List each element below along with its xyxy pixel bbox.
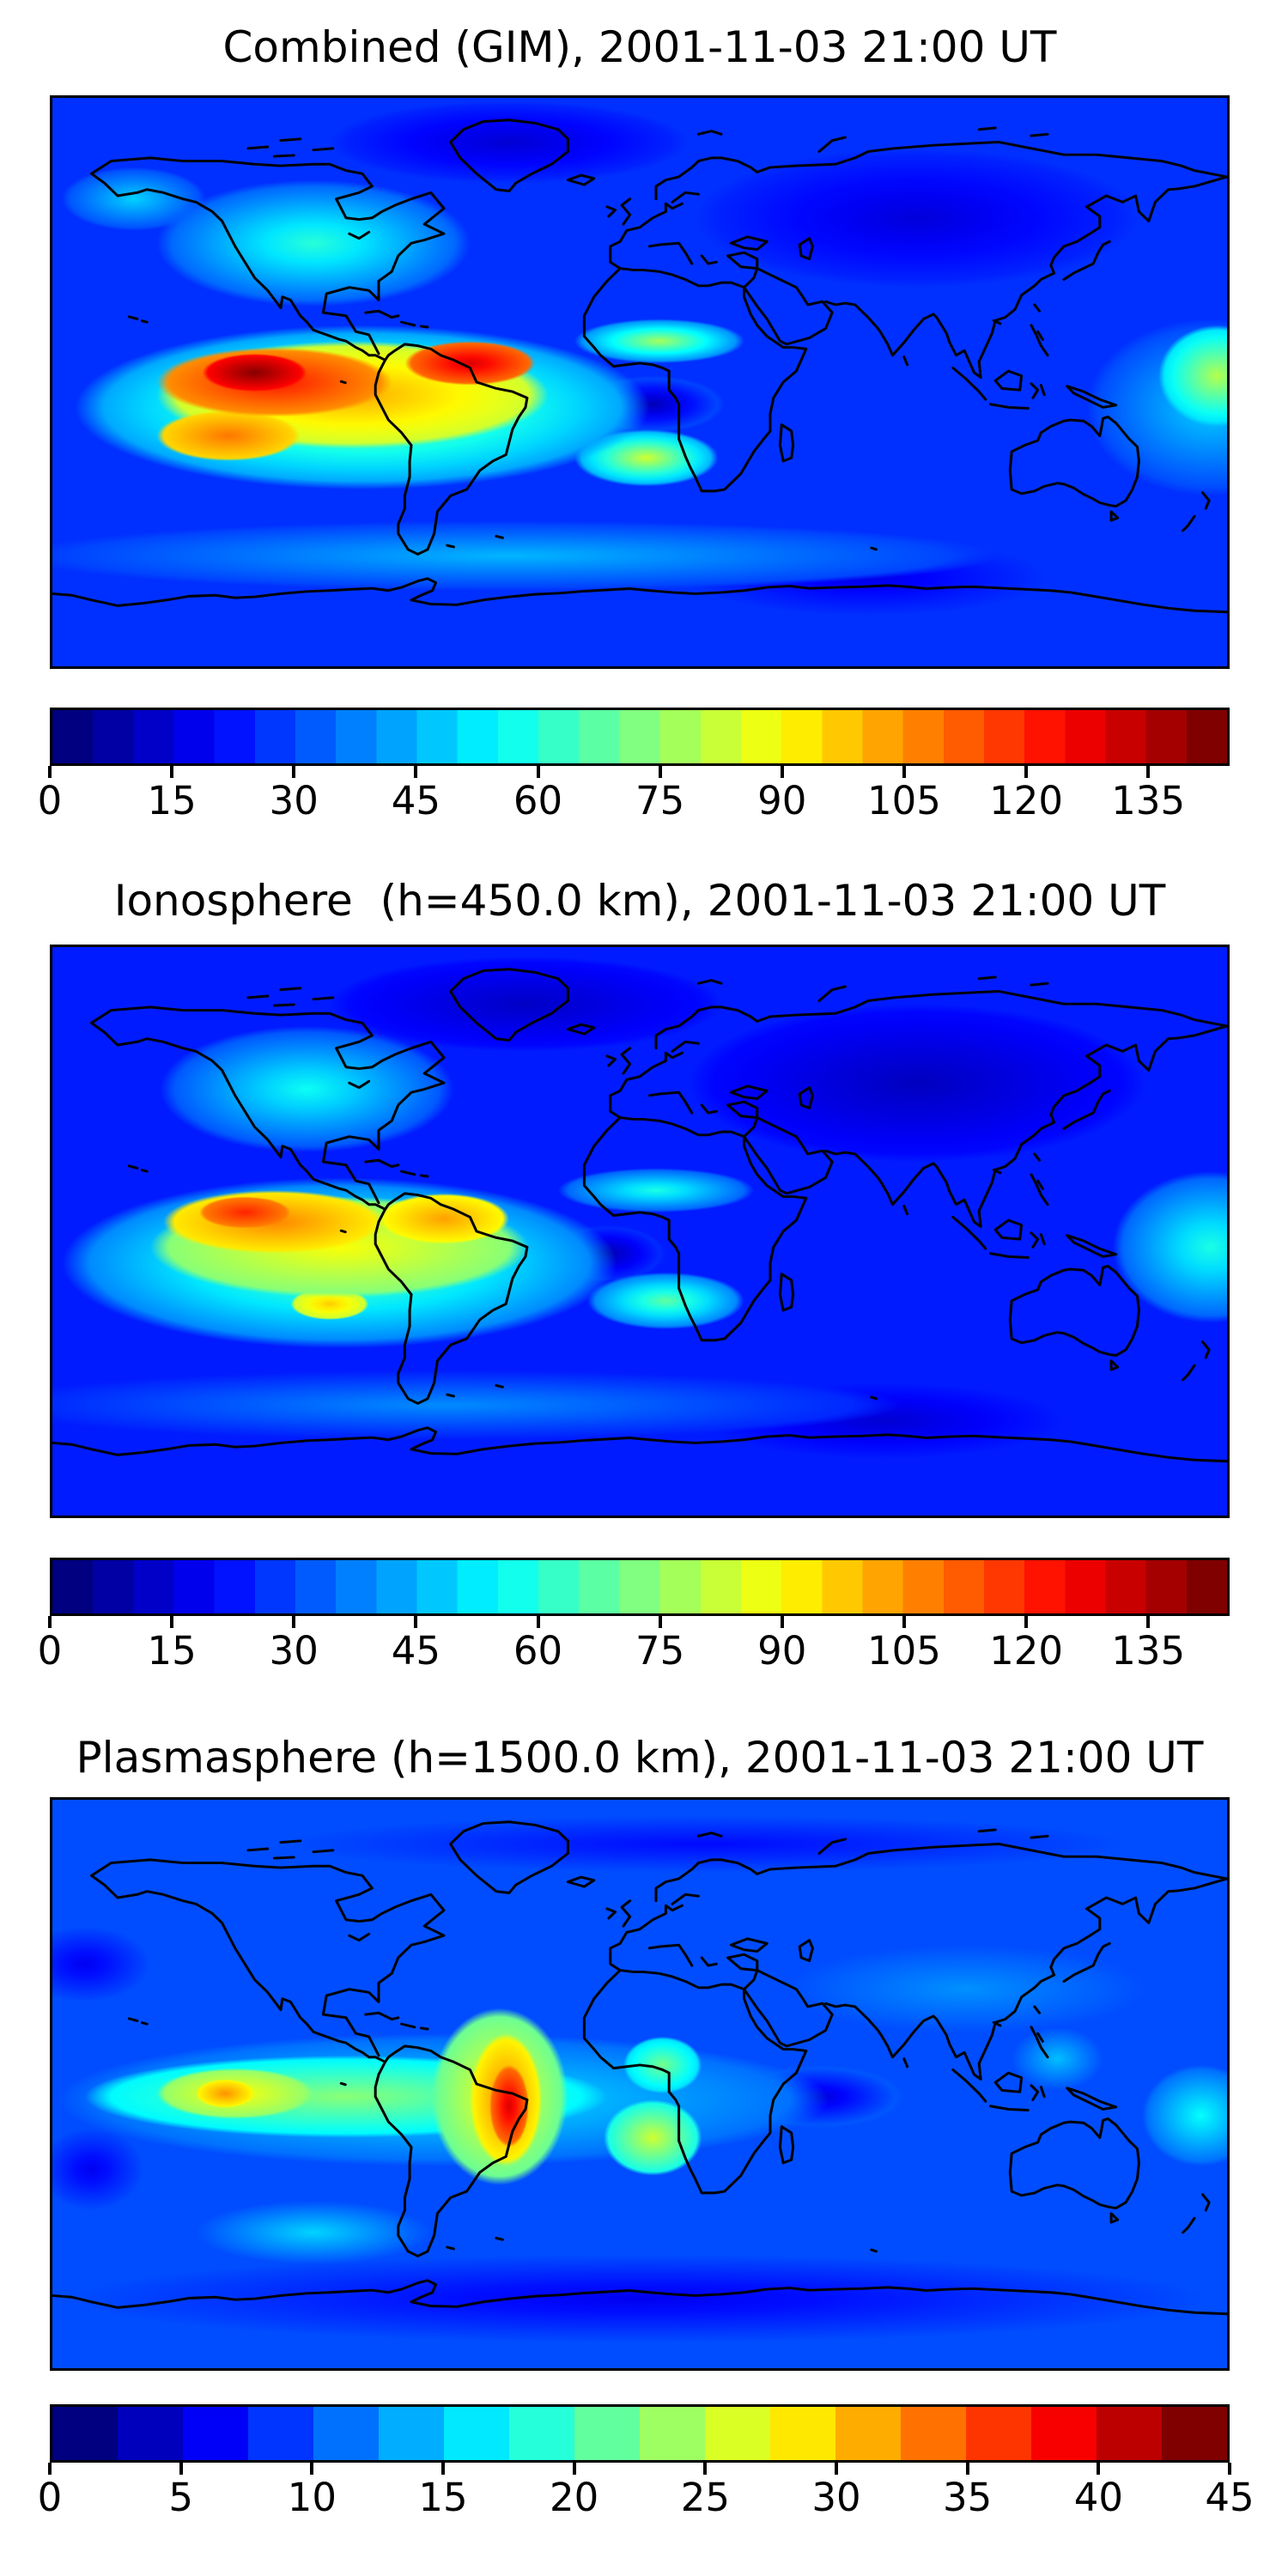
colorbar-tick	[48, 2463, 52, 2475]
colorbar-tick-label: 20	[550, 2475, 599, 2520]
map-ionosphere	[50, 945, 1230, 1518]
colorbar-tick-label: 90	[757, 778, 807, 823]
colorbar-tick	[440, 2463, 445, 2475]
world-coastline	[52, 947, 1227, 1516]
colorbar-tick	[902, 1616, 906, 1628]
colorbar-tick	[292, 1616, 296, 1628]
colorbar-tick	[1228, 2463, 1231, 2475]
colorbar-axis-plasmasphere: 0 5 10 15 20 25 30 35 40 45	[38, 2463, 1255, 2557]
colorbar-tick-label: 135	[1111, 778, 1186, 823]
colorbar-tick-label: 45	[391, 778, 441, 823]
colorbar-tick	[170, 1616, 174, 1628]
colorbar-tick	[310, 2463, 314, 2475]
panel-title-plasmasphere: Plasmasphere (h=1500.0 km), 2001-11-03 2…	[76, 1733, 1204, 1783]
colorbar-tick	[179, 2463, 183, 2475]
colorbar-plasmasphere	[50, 2404, 1230, 2463]
world-coastline	[52, 98, 1227, 666]
colorbar-tick	[292, 766, 296, 778]
colorbar-tick	[780, 766, 784, 778]
colorbar-tick	[48, 1616, 52, 1628]
colorbar-tick	[414, 1616, 418, 1628]
colorbar-tick-label: 40	[1073, 2475, 1123, 2520]
colorbar-tick	[780, 1616, 784, 1628]
colorbar-tick	[536, 1616, 540, 1628]
colorbar-tick-label: 45	[391, 1628, 441, 1674]
colorbar-tick-label: 0	[37, 2475, 63, 2520]
colorbar-axis-ionosphere: 0 15 30 45 60 75 90 105 120 135	[38, 1616, 1230, 1710]
colorbar-tick-label: 90	[757, 1628, 807, 1674]
colorbar-tick	[658, 1616, 662, 1628]
colorbar-tick-label: 105	[867, 1628, 941, 1674]
colorbar-tick-label: 25	[680, 2475, 730, 2520]
colorbar-tick-label: 75	[635, 1628, 685, 1674]
colorbar-tick-label: 120	[989, 1628, 1064, 1674]
colorbar-tick	[170, 766, 174, 778]
colorbar-tick-label: 30	[811, 2475, 861, 2520]
colorbar-tick-label: 135	[1111, 1628, 1186, 1674]
colorbar-tick-label: 15	[147, 778, 197, 823]
colorbar-tick-label: 35	[943, 2475, 993, 2520]
colorbar-tick-label: 10	[287, 2475, 337, 2520]
colorbar-tick-label: 60	[513, 1628, 563, 1674]
colorbar-tick	[1024, 1616, 1029, 1628]
colorbar-tick-label: 15	[418, 2475, 468, 2520]
colorbar-ionosphere	[50, 1558, 1230, 1616]
colorbar-tick-label: 120	[989, 778, 1064, 823]
map-plasmasphere	[50, 1797, 1230, 2371]
colorbar-tick	[1146, 1616, 1151, 1628]
colorbar-tick	[536, 766, 540, 778]
colorbar-tick-label: 75	[635, 778, 685, 823]
colorbar-tick-label: 60	[513, 778, 563, 823]
colorbar-tick-label: 45	[1205, 2475, 1255, 2520]
colorbar-tick-label: 5	[168, 2475, 193, 2520]
colorbar-tick-label: 30	[269, 1628, 319, 1674]
colorbar-tick-label: 105	[867, 778, 941, 823]
colorbar-tick	[48, 766, 52, 778]
colorbar-tick-label: 0	[37, 1628, 63, 1674]
colorbar-tick-label: 0	[37, 778, 63, 823]
colorbar-tick	[1097, 2463, 1101, 2475]
colorbar-tick	[658, 766, 662, 778]
colorbar-tick	[1146, 766, 1151, 778]
colorbar-tick-label: 30	[269, 778, 319, 823]
colorbar-tick	[835, 2463, 838, 2475]
colorbar-tick	[965, 2463, 969, 2475]
colorbar-axis-combined: 0 15 30 45 60 75 90 105 120 135	[38, 766, 1230, 860]
colorbar-tick	[414, 766, 418, 778]
world-coastline	[52, 1800, 1227, 2368]
panel-title-ionosphere: Ionosphere (h=450.0 km), 2001-11-03 21:0…	[113, 876, 1166, 926]
colorbar-combined	[50, 708, 1230, 766]
colorbar-tick	[703, 2463, 708, 2475]
colorbar-tick	[1024, 766, 1029, 778]
panel-title-combined: Combined (GIM), 2001-11-03 21:00 UT	[222, 22, 1057, 72]
colorbar-tick	[572, 2463, 576, 2475]
map-combined-gim	[50, 95, 1230, 669]
colorbar-tick	[902, 766, 906, 778]
colorbar-tick-label: 15	[147, 1628, 197, 1674]
